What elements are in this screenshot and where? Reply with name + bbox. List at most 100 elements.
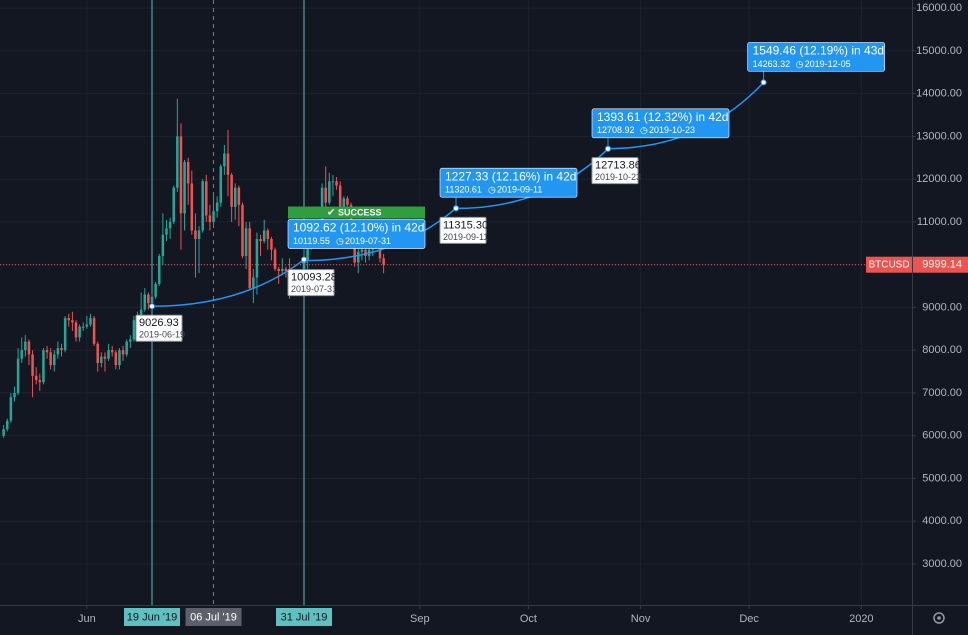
anchor-date: 2019-09-11 — [443, 232, 488, 242]
candle-body — [172, 187, 175, 222]
y-tick-label: 5000.00 — [922, 472, 962, 484]
settings-icon[interactable] — [933, 612, 945, 624]
symbol-label: BTCUSD — [868, 259, 909, 270]
callout-box — [439, 167, 578, 198]
candle-body — [262, 230, 266, 242]
anchor-date: 2019-07-31 — [291, 284, 337, 294]
candle-body — [139, 309, 143, 316]
y-tick-label: 11000.00 — [917, 216, 962, 228]
candle-body — [56, 348, 60, 355]
anchor-point — [149, 303, 155, 310]
y-tick-label: 6000.00 — [922, 430, 962, 442]
x-tick-label: Dec — [739, 613, 759, 625]
marker-label: 19 Jun '19 — [127, 611, 177, 623]
candle-body — [96, 343, 99, 363]
candle-body — [226, 153, 230, 175]
candle-body — [103, 356, 107, 359]
marker-label: 06 Jul '19 — [190, 611, 237, 623]
settings-gear-center[interactable] — [937, 616, 941, 620]
candle-body — [233, 187, 237, 207]
callout-target: 12708.92 — [597, 125, 635, 135]
candle-body — [324, 187, 327, 203]
target-point — [453, 205, 459, 212]
candle-body — [241, 204, 244, 257]
anchor-price: 10093.28 — [291, 272, 337, 284]
y-tick-label: 8000.00 — [922, 344, 962, 356]
marker-label: 31 Jul '19 — [281, 611, 328, 623]
callout-date: 2019-12-05 — [805, 59, 851, 69]
candle-body — [176, 136, 179, 188]
callout-date: 2019-10-23 — [649, 125, 695, 135]
candle-body — [53, 354, 56, 366]
candle-body — [215, 202, 219, 212]
candle-body — [183, 162, 186, 214]
candle-body — [143, 294, 147, 310]
y-tick-label: 13000.00 — [916, 130, 962, 142]
candle-body — [89, 318, 92, 325]
symbol-label-box — [866, 256, 912, 273]
candles — [2, 98, 385, 438]
candle-body — [129, 339, 132, 342]
last-price-label: 9999.14 — [922, 259, 962, 271]
callout-change: 1092.62 (12.10%) in 42d — [293, 221, 424, 235]
callout-clock-icon: ◷ — [796, 59, 804, 69]
target-point — [760, 79, 767, 86]
candle-body — [42, 350, 45, 383]
candle-body — [277, 268, 280, 272]
x-tick-label: Oct — [520, 613, 537, 625]
candle-body — [100, 356, 103, 363]
candle-body — [150, 296, 154, 304]
candle-body — [114, 352, 118, 366]
callout-target: 14263.32 — [753, 59, 791, 69]
candle-body — [85, 324, 89, 327]
candle-body — [360, 249, 364, 252]
candle-body — [161, 234, 165, 257]
candle-body — [208, 215, 212, 222]
callout-box — [747, 42, 885, 72]
callout-box — [287, 219, 426, 249]
candle-body — [338, 185, 342, 210]
callout-clock-icon: ◷ — [488, 185, 496, 195]
candle-body — [49, 352, 52, 366]
candle-body — [147, 294, 150, 304]
candle-body — [281, 268, 284, 272]
candle-body — [168, 221, 172, 229]
y-tick-label: 9000.00 — [922, 301, 962, 313]
candle-body — [118, 350, 121, 366]
callout-date: 2019-09-11 — [497, 185, 542, 195]
candle-body — [219, 166, 223, 203]
callout-change: 1227.33 (12.16%) in 42d — [445, 169, 576, 183]
candle-body — [31, 354, 34, 376]
candle-body — [255, 239, 259, 278]
candle-body — [248, 228, 251, 289]
candle-body — [259, 239, 262, 242]
candle-body — [205, 181, 208, 216]
candle-body — [9, 397, 13, 421]
x-tick-label: Sep — [410, 613, 430, 625]
candle-body — [132, 320, 136, 340]
candle-body — [74, 322, 78, 338]
candle-body — [252, 277, 255, 289]
anchor-label-box — [287, 269, 335, 297]
callout-target: 11320.61 — [445, 185, 482, 195]
candle-body — [165, 228, 168, 235]
callout-box — [591, 108, 730, 139]
marker-label-box — [276, 608, 332, 626]
candle-body — [237, 187, 241, 205]
y-tick-label: 7000.00 — [922, 387, 962, 399]
last-price-box — [913, 256, 968, 273]
candle-body — [34, 375, 38, 381]
candle-body — [60, 348, 63, 351]
candle-body — [186, 162, 190, 184]
candle-body — [125, 341, 128, 355]
x-tick-label: Nov — [631, 613, 651, 625]
anchor-label-box — [135, 314, 183, 342]
candle-body — [194, 230, 197, 240]
candle-body — [121, 350, 125, 355]
candle-body — [5, 420, 9, 430]
candle-body — [284, 268, 288, 272]
settings-gear[interactable] — [933, 612, 945, 624]
candle-body — [273, 249, 277, 269]
marker-label-box — [124, 608, 180, 626]
candle-body — [223, 153, 226, 167]
